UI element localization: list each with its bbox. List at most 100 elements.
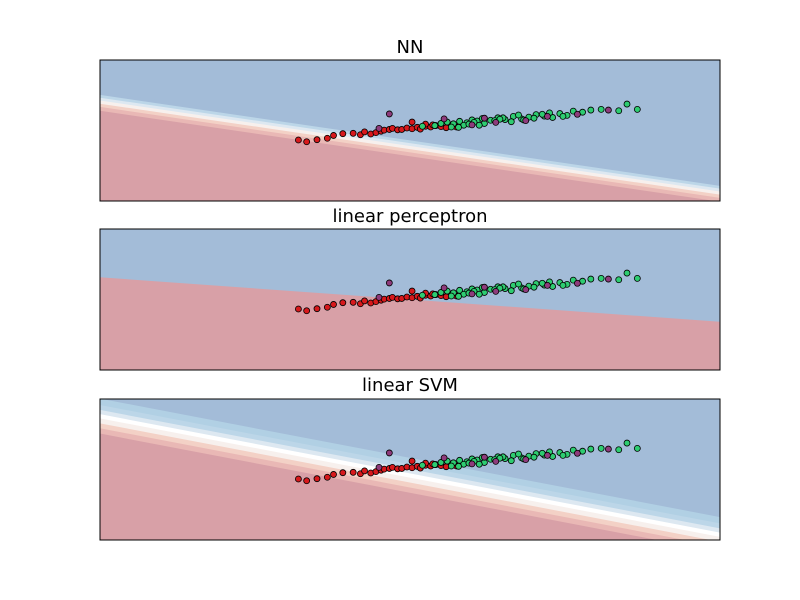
data-point [522, 117, 530, 125]
axes-frame [99, 398, 721, 541]
data-point [530, 453, 538, 461]
data-point [313, 305, 321, 313]
data-point [492, 457, 500, 465]
data-point [507, 287, 515, 295]
data-point [597, 444, 605, 452]
data-point [418, 461, 426, 469]
data-point [559, 451, 567, 459]
data-point [437, 459, 445, 466]
panel-title-nn: NN [397, 37, 424, 58]
data-point [294, 136, 302, 144]
data-point [468, 290, 476, 298]
panel-title-linear-svm: linear SVM [362, 375, 458, 396]
data-point [597, 274, 605, 282]
data-point [633, 444, 641, 452]
data-point [323, 473, 331, 481]
data-point [515, 280, 522, 288]
data-point [330, 471, 337, 478]
data-point [375, 293, 383, 301]
data-point [323, 134, 331, 142]
data-point [361, 467, 368, 475]
data-point [522, 286, 530, 294]
data-point [361, 128, 368, 136]
data-point [574, 279, 581, 287]
data-point [455, 462, 462, 470]
axes-frame [99, 59, 721, 202]
data-point [440, 284, 448, 292]
data-point [574, 110, 581, 118]
data-point [385, 279, 393, 287]
data-point [605, 275, 612, 283]
data-point [559, 113, 567, 120]
data-point [375, 124, 383, 132]
data-point [530, 114, 538, 122]
data-point [530, 283, 538, 291]
data-point [349, 129, 357, 137]
data-point [522, 456, 530, 464]
data-point [515, 450, 522, 458]
data-point [447, 123, 455, 131]
data-point [385, 449, 393, 457]
data-point [623, 100, 631, 108]
data-point [447, 462, 455, 470]
data-point [339, 469, 347, 477]
data-point [544, 113, 551, 120]
data-point [447, 292, 455, 300]
data-point [597, 105, 605, 113]
data-point [431, 122, 439, 129]
data-point [385, 110, 393, 118]
data-point [475, 460, 483, 468]
data-point [440, 115, 448, 123]
panel-title-linear-perceptron: linear perceptron [332, 206, 487, 227]
panel-linear-svm: linear SVM [99, 375, 721, 541]
data-point [339, 299, 347, 307]
data-point [587, 106, 595, 114]
data-point [480, 114, 488, 122]
data-point [323, 303, 331, 311]
data-point [615, 107, 623, 115]
data-point [440, 454, 448, 462]
decision-band [100, 229, 720, 322]
data-point [330, 301, 337, 308]
data-point [615, 276, 623, 284]
data-point [303, 477, 311, 485]
data-point [455, 123, 462, 131]
data-point [605, 445, 612, 453]
data-point [437, 289, 445, 296]
data-point [408, 287, 416, 295]
data-point [455, 292, 462, 300]
data-point [475, 121, 483, 129]
data-point [349, 468, 357, 476]
data-point [480, 283, 488, 291]
panel-nn: NN [99, 37, 721, 202]
data-point [437, 120, 445, 127]
data-point [339, 130, 347, 138]
data-point [587, 275, 595, 283]
data-point [468, 121, 476, 129]
data-point [507, 457, 515, 465]
data-point [431, 291, 439, 298]
data-point [574, 449, 581, 457]
axes-frame [99, 228, 721, 371]
data-point [475, 290, 483, 298]
data-point [418, 122, 426, 130]
data-point [294, 305, 302, 313]
data-point [507, 118, 515, 126]
data-point [313, 136, 321, 144]
data-point [303, 307, 311, 315]
data-point [408, 457, 416, 465]
data-point [492, 287, 500, 295]
data-point [330, 132, 337, 139]
data-point [431, 461, 439, 468]
data-point [559, 281, 567, 289]
data-point [615, 446, 623, 454]
data-point [623, 269, 631, 277]
data-point [408, 118, 416, 126]
data-point [605, 106, 612, 114]
data-point [633, 105, 641, 113]
data-point [480, 453, 488, 461]
data-point [515, 111, 522, 119]
data-point [544, 281, 551, 289]
data-point [375, 463, 383, 471]
data-point [587, 445, 595, 453]
